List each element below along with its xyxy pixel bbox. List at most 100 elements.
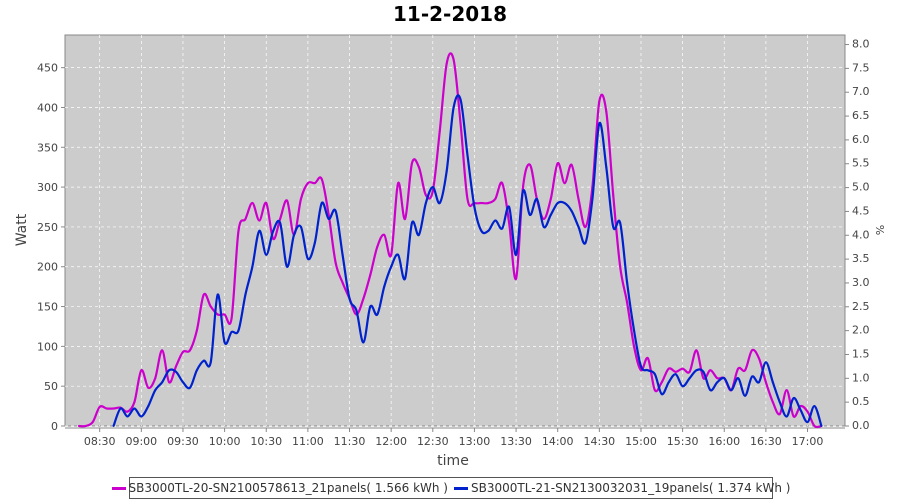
data-point <box>556 162 559 165</box>
data-point <box>91 421 94 424</box>
data-point <box>445 170 448 173</box>
data-point <box>466 198 469 201</box>
data-point <box>404 217 407 220</box>
data-point <box>577 225 580 228</box>
data-point <box>591 198 594 201</box>
data-point <box>508 206 511 209</box>
data-point <box>674 373 677 376</box>
y-tick-label: 100 <box>37 340 58 353</box>
x-tick-label: 09:00 <box>125 435 157 448</box>
data-point <box>397 182 400 185</box>
x-tick-label: 08:30 <box>84 435 116 448</box>
data-point <box>785 389 788 392</box>
data-point <box>695 349 698 352</box>
x-tick-label: 11:30 <box>334 435 366 448</box>
y2-tick-label: 8.0 <box>852 38 870 51</box>
data-point <box>452 58 455 61</box>
data-point <box>286 265 289 268</box>
y2-tick-label: 0.0 <box>852 419 870 432</box>
y-tick-label: 400 <box>37 101 58 114</box>
data-point <box>410 162 413 165</box>
data-point <box>778 401 781 404</box>
data-point <box>515 253 518 256</box>
data-point <box>466 154 469 157</box>
data-point <box>195 369 198 372</box>
x-tick-label: 13:30 <box>500 435 532 448</box>
data-point <box>230 331 233 334</box>
data-point <box>563 202 566 205</box>
x-tick-label: 15:00 <box>625 435 657 448</box>
data-point <box>494 219 497 222</box>
data-point <box>653 373 656 376</box>
data-point <box>660 393 663 396</box>
data-point <box>390 265 393 268</box>
data-point <box>598 100 601 103</box>
data-point <box>646 357 649 360</box>
data-point <box>619 221 622 224</box>
y-tick-label: 450 <box>37 62 58 75</box>
data-point <box>216 313 219 316</box>
y2-tick-label: 6.0 <box>852 133 870 146</box>
data-point <box>751 349 754 352</box>
data-point <box>341 281 344 284</box>
data-point <box>542 225 545 228</box>
data-point <box>702 377 705 380</box>
y-tick-label: 300 <box>37 181 58 194</box>
data-point <box>77 425 80 427</box>
data-point <box>626 281 629 284</box>
y2-tick-label: 5.0 <box>852 181 870 194</box>
data-point <box>522 190 525 193</box>
data-point <box>494 198 497 201</box>
data-point <box>112 407 115 410</box>
data-point <box>362 297 365 300</box>
data-point <box>473 206 476 209</box>
data-point <box>431 190 434 193</box>
data-point <box>299 198 302 201</box>
data-point <box>639 365 642 368</box>
data-point <box>744 394 747 397</box>
data-point <box>133 407 136 410</box>
data-point <box>549 213 552 216</box>
data-point <box>376 245 379 248</box>
data-point <box>619 265 622 268</box>
data-point <box>757 381 760 384</box>
data-point <box>327 217 330 220</box>
data-point <box>522 186 525 189</box>
data-point <box>431 186 434 189</box>
data-point <box>626 301 629 304</box>
legend-swatch <box>454 487 468 490</box>
data-point <box>730 389 733 392</box>
y2-tick-label: 7.5 <box>852 61 870 74</box>
data-point <box>737 367 740 370</box>
data-point <box>161 381 164 384</box>
data-point <box>265 202 268 205</box>
data-point <box>168 381 171 384</box>
data-point <box>334 209 337 212</box>
data-point <box>265 253 268 256</box>
y2-tick-label: 6.5 <box>852 109 870 122</box>
data-point <box>161 349 164 352</box>
x-tick-label: 12:00 <box>375 435 407 448</box>
data-point <box>584 241 587 244</box>
data-point <box>723 377 726 380</box>
data-point <box>757 357 760 360</box>
y-axis-label: Watt <box>14 213 30 246</box>
data-point <box>542 217 545 220</box>
data-point <box>417 233 420 236</box>
data-point <box>424 194 427 197</box>
data-point <box>508 221 511 224</box>
y-tick-label: 200 <box>37 261 58 274</box>
data-point <box>681 385 684 388</box>
data-point <box>293 233 296 236</box>
data-point <box>84 425 87 427</box>
data-point <box>424 202 427 205</box>
data-point <box>306 182 309 185</box>
data-point <box>251 202 254 205</box>
data-point <box>230 317 233 320</box>
y2-tick-label: 3.0 <box>852 276 870 289</box>
data-point <box>667 367 670 370</box>
data-point <box>383 233 386 236</box>
data-point <box>237 329 240 332</box>
x-tick-label: 15:30 <box>667 435 699 448</box>
